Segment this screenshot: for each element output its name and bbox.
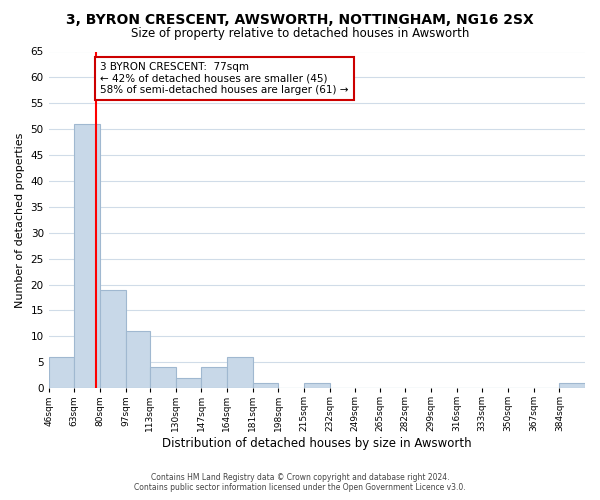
Bar bbox=[253, 383, 278, 388]
Y-axis label: Number of detached properties: Number of detached properties bbox=[15, 132, 25, 308]
Bar bbox=[126, 331, 150, 388]
Bar bbox=[100, 290, 126, 388]
Text: Contains HM Land Registry data © Crown copyright and database right 2024.
Contai: Contains HM Land Registry data © Crown c… bbox=[134, 473, 466, 492]
Bar bbox=[201, 368, 227, 388]
Bar bbox=[49, 357, 74, 388]
Bar bbox=[304, 383, 329, 388]
Bar bbox=[227, 357, 253, 388]
Bar bbox=[559, 383, 585, 388]
Bar bbox=[150, 368, 176, 388]
X-axis label: Distribution of detached houses by size in Awsworth: Distribution of detached houses by size … bbox=[162, 437, 472, 450]
Text: 3 BYRON CRESCENT:  77sqm
← 42% of detached houses are smaller (45)
58% of semi-d: 3 BYRON CRESCENT: 77sqm ← 42% of detache… bbox=[100, 62, 349, 95]
Bar bbox=[74, 124, 100, 388]
Text: Size of property relative to detached houses in Awsworth: Size of property relative to detached ho… bbox=[131, 28, 469, 40]
Bar bbox=[176, 378, 201, 388]
Text: 3, BYRON CRESCENT, AWSWORTH, NOTTINGHAM, NG16 2SX: 3, BYRON CRESCENT, AWSWORTH, NOTTINGHAM,… bbox=[66, 12, 534, 26]
